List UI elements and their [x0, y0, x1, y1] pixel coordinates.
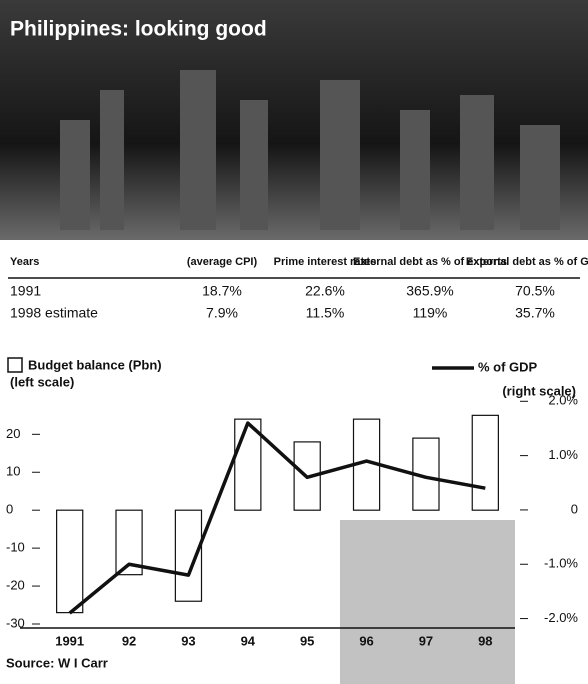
chart-title: Philippines: looking good	[10, 18, 267, 41]
legend-note: (right scale)	[502, 383, 576, 398]
x-tick-label: 98	[478, 633, 492, 648]
table-cell: 1991	[10, 283, 41, 299]
table-header: (average CPI)	[187, 256, 258, 268]
page: Philippines: looking good Years (average …	[0, 0, 588, 684]
source: Source: W I Carr	[6, 655, 108, 670]
y2-tick-label: -2.0%	[544, 610, 578, 625]
table-cell: 119%	[413, 305, 448, 321]
table-header: External debt as % of GDP	[466, 256, 588, 268]
table-cell: 35.7%	[515, 305, 555, 321]
table-cell: 22.6%	[305, 283, 345, 299]
x-tick-label: 1991	[55, 633, 84, 648]
y-tick-label: -10	[6, 540, 25, 555]
y-tick-label: 0	[6, 502, 13, 517]
x-tick-label: 92	[122, 633, 136, 648]
x-tick-label: 94	[241, 633, 256, 648]
y2-tick-label: 1.0%	[548, 447, 578, 462]
bar	[472, 415, 498, 510]
legend-note: (left scale)	[10, 374, 74, 389]
table-cell: 365.9%	[406, 283, 453, 299]
y-tick-label: 20	[6, 426, 20, 441]
legend-label: Budget balance (Pbn)	[28, 357, 162, 372]
y2-tick-label: 0	[571, 501, 578, 516]
shaded-forecast	[340, 520, 515, 684]
table-cell: 70.5%	[515, 283, 555, 299]
table-cell: 11.5%	[306, 305, 345, 321]
table-cell: 18.7%	[202, 283, 242, 299]
x-tick-label: 96	[359, 633, 373, 648]
x-tick-label: 93	[181, 633, 195, 648]
table-header: Years	[10, 256, 39, 268]
legend-swatch	[8, 358, 22, 372]
y-tick-label: 10	[6, 464, 20, 479]
y-tick-label: -20	[6, 578, 25, 593]
table-cell: 7.9%	[206, 305, 238, 321]
table: Years(average CPI)Prime interest ratesEx…	[10, 256, 588, 321]
x-tick-label: 95	[300, 633, 314, 648]
y2-tick-label: -1.0%	[544, 556, 578, 571]
bar	[57, 510, 83, 612]
x-tick-label: 97	[419, 633, 433, 648]
legend-label: % of GDP	[478, 359, 538, 374]
table-cell: 1998 estimate	[10, 305, 98, 321]
